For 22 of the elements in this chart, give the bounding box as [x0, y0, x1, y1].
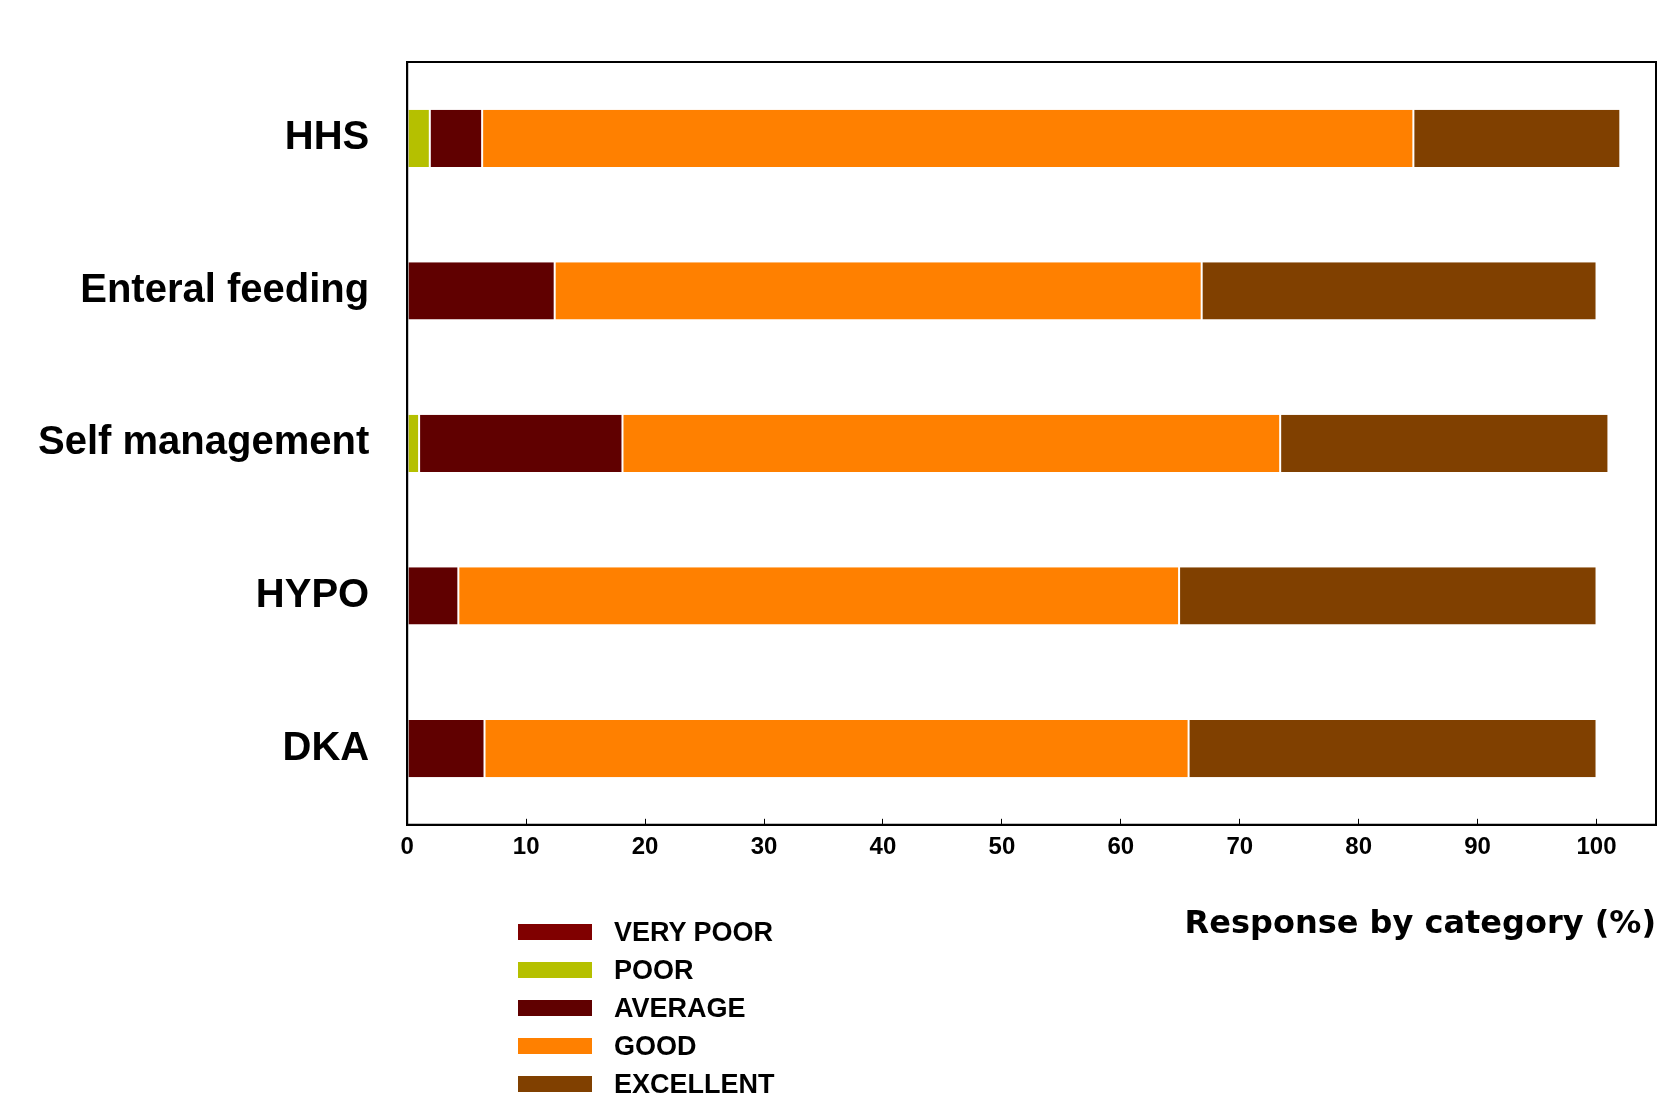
- x-tick-label: 100: [1576, 831, 1617, 859]
- y-tick-label: HYPO: [255, 570, 370, 615]
- legend-label: POOR: [614, 954, 694, 986]
- x-tick-label: 80: [1345, 831, 1373, 859]
- x-tick-label: 10: [512, 831, 540, 859]
- y-tick-label: Enteral feeding: [80, 265, 370, 310]
- x-tick-label: 90: [1464, 831, 1491, 859]
- x-tick-label: 40: [869, 831, 897, 859]
- x-tick-label: 70: [1226, 831, 1254, 859]
- legend-label: VERY POOR: [614, 916, 774, 948]
- legend-label: GOOD: [614, 1030, 697, 1062]
- x-tick-label: 30: [750, 831, 778, 859]
- y-tick-label: Self management: [37, 418, 370, 463]
- x-tick-label: 60: [1107, 831, 1135, 859]
- y-tick-label: DKA: [282, 723, 370, 768]
- x-tick-label: 20: [631, 831, 659, 859]
- legend-label: AVERAGE: [614, 992, 746, 1024]
- x-tick-label: 50: [988, 831, 1016, 859]
- x-axis-title: Response by category (%): [1184, 903, 1656, 942]
- legend-label: EXCELLENT: [614, 1068, 775, 1096]
- x-tick-label: 0: [400, 831, 414, 859]
- y-tick-label: HHS: [284, 113, 370, 158]
